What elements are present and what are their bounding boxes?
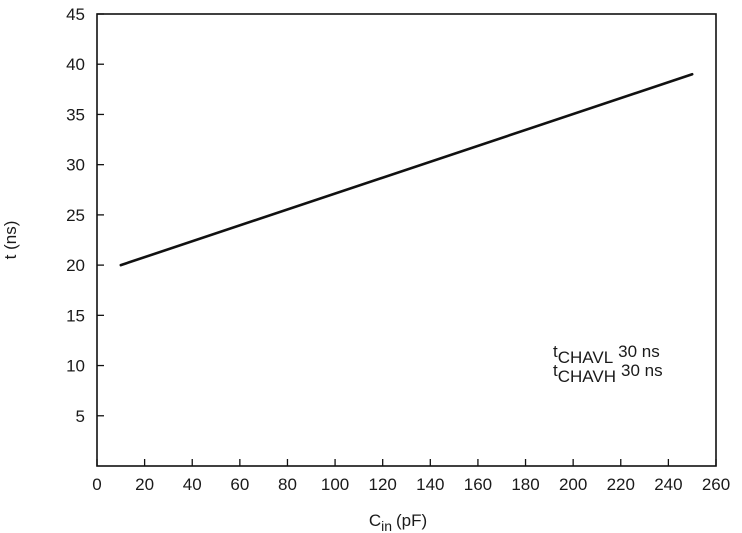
annotation-tchavh-value: 30 ns	[621, 361, 663, 380]
x-tick-label: 120	[369, 475, 397, 494]
plot-frame-layer	[96, 13, 717, 467]
x-tick-label: 0	[92, 475, 101, 494]
x-tick-label: 160	[464, 475, 492, 494]
series-layer	[119, 72, 694, 267]
annotation-tchavl-value: 30 ns	[618, 342, 660, 361]
x-tick-label: 220	[607, 475, 635, 494]
annotation-tchavh-prefix: t	[553, 361, 558, 380]
ticks-layer: 0 20 40 60 80 100 120 140 160 180 200 220 240 260 5 10 1…	[66, 5, 730, 494]
series-line-0	[119, 72, 694, 267]
annotation-tchavl: tCHAVL 30 ns	[553, 342, 660, 367]
x-tick-label: 100	[321, 475, 349, 494]
annotation-tchavh-sub: CHAVH	[558, 367, 616, 386]
y-tick-label: 45	[66, 5, 85, 24]
annotation-tchavl-prefix: t	[553, 342, 558, 361]
y-tick-label: 35	[66, 105, 85, 124]
x-axis-label-main: C	[369, 511, 381, 530]
y-axis-label: t (ns)	[1, 221, 20, 260]
x-tick-label: 180	[511, 475, 539, 494]
x-axis-label-sub: in	[381, 518, 392, 533]
x-axis-label: Cin (pF)	[369, 511, 427, 533]
x-tick-label: 260	[702, 475, 730, 494]
y-tick-label: 20	[66, 256, 85, 275]
x-tick-label: 140	[416, 475, 444, 494]
x-tick-label: 240	[654, 475, 682, 494]
plot-frame	[96, 13, 717, 467]
y-tick-label: 25	[66, 206, 85, 225]
x-tick-label: 80	[278, 475, 297, 494]
y-tick-label: 40	[66, 55, 85, 74]
x-tick-label: 20	[135, 475, 154, 494]
y-tick-label: 10	[66, 357, 85, 376]
annotation-tchavl-sub: CHAVL	[558, 348, 613, 367]
annotation-tchavh: tCHAVH 30 ns	[553, 361, 663, 386]
y-tick-label: 30	[66, 156, 85, 175]
x-tick-label: 40	[183, 475, 202, 494]
x-axis-label-unit: (pF)	[396, 511, 427, 530]
y-tick-label: 15	[66, 306, 85, 325]
y-tick-label: 5	[76, 407, 85, 426]
x-tick-label: 60	[230, 475, 249, 494]
x-tick-label: 200	[559, 475, 587, 494]
